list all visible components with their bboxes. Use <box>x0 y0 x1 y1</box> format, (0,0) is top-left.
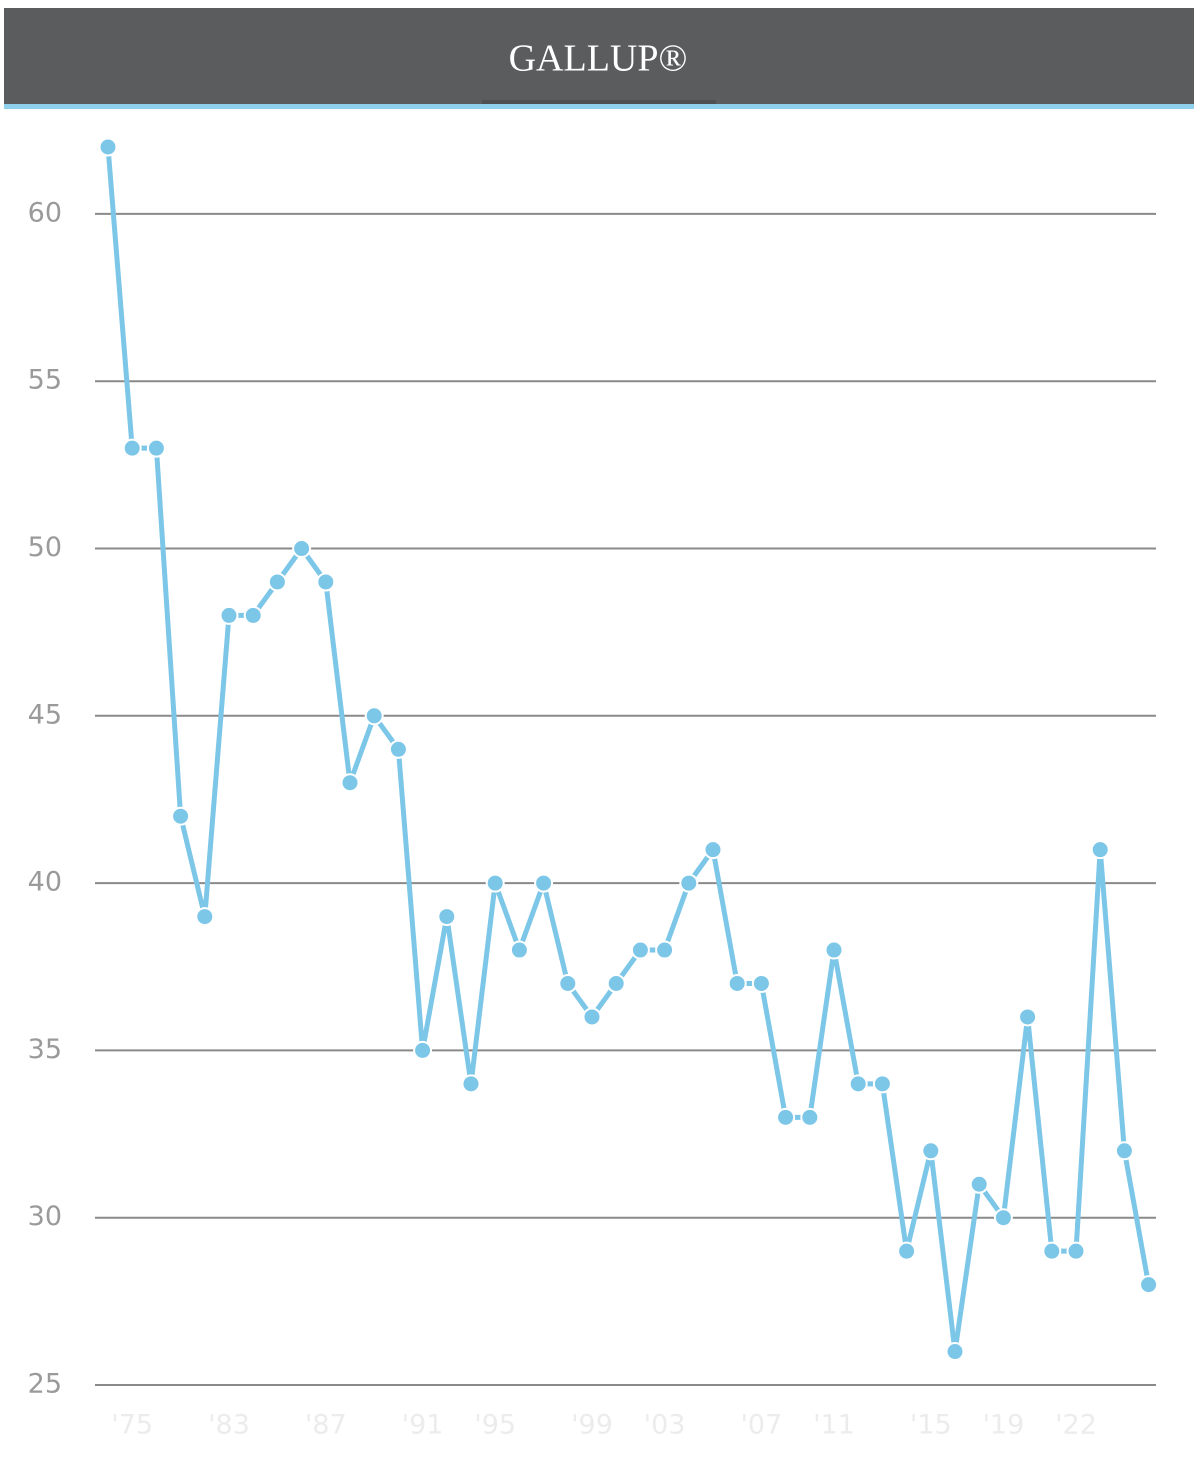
x-tick-label: '22 <box>1055 1410 1097 1441</box>
data-point <box>897 1241 917 1261</box>
y-tick-label: 55 <box>28 365 62 396</box>
data-point <box>993 1208 1013 1228</box>
data-point <box>171 806 191 826</box>
y-tick-label: 50 <box>28 532 62 563</box>
data-point <box>509 940 529 960</box>
data-point <box>1139 1275 1159 1295</box>
data-point <box>1018 1007 1038 1027</box>
x-tick-label: '99 <box>571 1410 613 1441</box>
data-point <box>776 1107 796 1127</box>
data-point <box>122 438 142 458</box>
data-point <box>703 840 723 860</box>
data-point <box>485 873 505 893</box>
x-tick-label: '11 <box>813 1410 855 1441</box>
data-point <box>945 1342 965 1362</box>
data-point <box>534 873 554 893</box>
data-point <box>316 572 336 592</box>
data-point <box>413 1040 433 1060</box>
data-point <box>751 973 771 993</box>
series-line <box>105 146 1152 1355</box>
data-point <box>872 1074 892 1094</box>
data-point <box>800 1107 820 1127</box>
data-point <box>364 706 384 726</box>
data-point <box>340 773 360 793</box>
y-tick-label: 30 <box>28 1201 62 1232</box>
data-point <box>146 438 166 458</box>
data-point <box>1042 1241 1062 1261</box>
data-point <box>437 907 457 927</box>
data-point <box>848 1074 868 1094</box>
x-tick-label: '91 <box>402 1410 444 1441</box>
x-tick-label: '07 <box>741 1410 783 1441</box>
data-point <box>98 137 118 157</box>
x-tick-label: '95 <box>474 1410 516 1441</box>
data-point <box>195 907 215 927</box>
x-tick-label: '83 <box>208 1410 250 1441</box>
data-point <box>921 1141 941 1161</box>
data-point <box>461 1074 481 1094</box>
x-tick-label: '15 <box>910 1410 952 1441</box>
data-point <box>655 940 675 960</box>
x-tick-label: '19 <box>983 1410 1025 1441</box>
data-point <box>727 973 747 993</box>
x-tick-label: '87 <box>305 1410 347 1441</box>
x-tick-label: '03 <box>644 1410 686 1441</box>
y-tick-label: 40 <box>28 867 62 898</box>
y-tick-label: 35 <box>28 1034 62 1065</box>
y-tick-label: 45 <box>28 699 62 730</box>
data-point <box>292 539 312 559</box>
header-rule <box>4 104 1194 109</box>
data-point <box>969 1174 989 1194</box>
data-point <box>606 973 626 993</box>
data-point <box>267 572 287 592</box>
data-point <box>1114 1141 1134 1161</box>
data-point <box>558 973 578 993</box>
y-tick-label: 25 <box>28 1369 62 1400</box>
data-point <box>1066 1241 1086 1261</box>
data-point <box>679 873 699 893</box>
x-tick-label: '75 <box>111 1410 153 1441</box>
data-point <box>388 739 408 759</box>
data-point <box>1090 840 1110 860</box>
y-tick-label: 60 <box>28 197 62 228</box>
data-point <box>630 940 650 960</box>
data-point <box>582 1007 602 1027</box>
data-point <box>243 605 263 625</box>
data-point <box>219 605 239 625</box>
chart-title: GALLUP® <box>509 38 688 80</box>
header-bar <box>4 8 1194 104</box>
header-tab <box>482 100 716 104</box>
data-point <box>824 940 844 960</box>
